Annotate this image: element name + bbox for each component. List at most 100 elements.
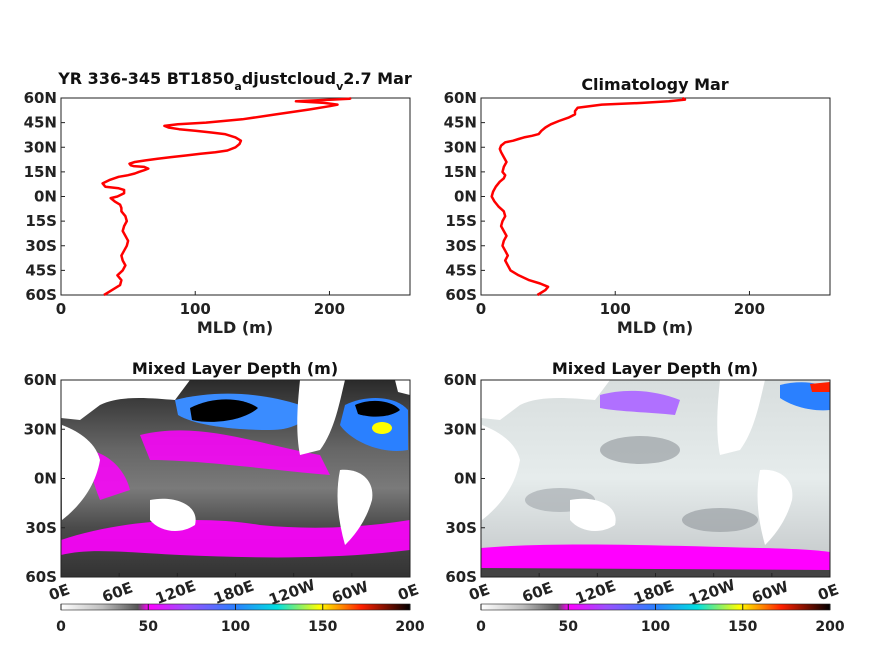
panel-1-title: YR 336-345 BT1850adjustcloudv2.7 Mar — [57, 69, 412, 93]
map-1-land-south-america — [337, 469, 373, 545]
map-2-y-tick-label: 60S — [445, 568, 477, 586]
map-1-land-africa — [62, 425, 100, 520]
panel-1-mld-line — [101, 96, 352, 297]
panel-1-x-tick-label: 0 — [56, 300, 66, 318]
panel-1-y-ticks: 60N 45N 30N 15N 0N 15S 30S 45S 60S — [24, 89, 65, 304]
map-2-grey-patch-a — [600, 436, 680, 464]
map-1-x-tick-label: 0E — [395, 580, 421, 604]
panel-model-mld-profile: YR 336-345 BT1850adjustcloudv2.7 Mar 60N… — [24, 69, 412, 337]
panel-2-x-tick-label: 200 — [734, 300, 765, 318]
colorbar-1-ticks: 0 50 100 150 200 — [56, 604, 425, 635]
panel-1-title-tail: 2.7 Mar — [343, 69, 412, 88]
map-1-y-tick-label: 60N — [24, 371, 57, 389]
panel-2-y-tick-label: 60S — [445, 286, 477, 304]
map-1-tropical-band — [140, 430, 330, 475]
map-2-x-tick-label: 0E — [466, 580, 492, 604]
map-1-north-pacific-deep — [190, 399, 258, 422]
map-1-y-tick-label: 30S — [25, 519, 57, 537]
panel-1-title-main: YR 336-345 BT1850 — [57, 69, 234, 88]
map-2-land-north-america — [717, 380, 765, 455]
panel-1-x-tick-label: 200 — [314, 300, 345, 318]
map-2-y-tick-label: 0N — [454, 470, 477, 488]
map-1-y-tick-label: 30N — [24, 420, 57, 438]
panel-2-y-tick-label: 60N — [444, 89, 477, 107]
map-1-y-tick-label: 60S — [25, 568, 57, 586]
panel-2-y-tick-label: 30S — [445, 237, 477, 255]
colorbar-2-ticks: 0 50 100 150 200 — [476, 604, 845, 635]
map-2-x-tick-label: 60E — [520, 579, 555, 607]
map-2-field — [481, 380, 830, 577]
panel-2-y-tick-label: 45S — [445, 261, 477, 279]
panel-2-y-tick-label: 45N — [444, 114, 477, 132]
panel-2-series — [490, 96, 687, 297]
map-1-x-tick-label: 0E — [46, 580, 72, 604]
map-1-land-eurasia — [61, 380, 190, 420]
panel-1-series — [101, 96, 352, 297]
map-1-colorbar-tick-label: 100 — [221, 619, 250, 635]
map-2-y-tick-label: 30S — [445, 519, 477, 537]
map-1-land-greenland — [395, 380, 410, 395]
map-1-x-ticks: 0E 60E 120E 180E 120W 60W 0E — [46, 573, 421, 609]
panel-2-y-tick-label: 15S — [445, 212, 477, 230]
panel-3-title: Mixed Layer Depth (m) — [132, 359, 338, 378]
panel-1-y-tick-label: 45N — [24, 114, 57, 132]
map-2-land-africa — [482, 425, 520, 520]
panel-2-x-tick-label: 100 — [600, 300, 631, 318]
map-1-indian-band — [89, 450, 130, 500]
map-2-y-tick-label: 60N — [444, 371, 477, 389]
panel-2-x-tick-label: 0 — [476, 300, 486, 318]
panel-1-y-tick-label: 0N — [34, 188, 57, 206]
map-2-x-tick-label: 120E — [573, 577, 618, 608]
map-1-x-tick-label: 60W — [329, 577, 371, 607]
panel-1-x-axis-label: MLD (m) — [197, 318, 273, 337]
panel-1-y-tick-label: 60S — [25, 286, 57, 304]
panel-2-x-axis-label: MLD (m) — [617, 318, 693, 337]
panel-2-title: Climatology Mar — [581, 75, 728, 94]
map-1-colorbar-tick-label: 150 — [308, 619, 337, 635]
map-1-north-atlantic-deep — [355, 400, 400, 417]
panel-1-y-tick-label: 30N — [24, 138, 57, 156]
map-2-x-ticks: 0E 60E 120E 180E 120W 60W 0E — [466, 573, 841, 609]
map-2-x-tick-label: 0E — [815, 580, 841, 604]
map-2-x-tick-label: 180E — [631, 577, 676, 608]
map-1-x-tick-label: 180E — [211, 577, 256, 608]
panel-2-y-tick-label: 0N — [454, 188, 477, 206]
map-1-land-australia — [150, 498, 196, 532]
map-2-north-pacific-purple — [600, 390, 680, 415]
panel-1-y-tick-label: 30S — [25, 237, 57, 255]
panel-1-y-tick-label: 15N — [24, 163, 57, 181]
map-2-colorbar-tick-label: 50 — [559, 619, 579, 635]
panel-1-y-tick-label: 15S — [25, 212, 57, 230]
map-1-y-ticks: 60N 30N 0N 30S 60S — [24, 371, 65, 586]
panel-2-plot-area — [480, 97, 831, 296]
map-2-north-atlantic-red — [810, 382, 830, 392]
map-1-land-north-america — [297, 380, 345, 455]
map-2-southern-edge — [481, 568, 830, 577]
panel-2-y-ticks: 60N 45N 30N 15N 0N 15S 30S 45S 60S — [444, 89, 485, 304]
map-2-land-south-america — [757, 469, 793, 545]
panel-1-y-tick-label: 45S — [25, 261, 57, 279]
panel-1-y-tick-label: 60N — [24, 89, 57, 107]
map-2-y-tick-label: 30N — [444, 420, 477, 438]
map-1-colorbar-tick-label: 200 — [395, 619, 424, 635]
panel-2-mld-line — [490, 96, 687, 297]
map-1-x-tick-label: 120E — [153, 577, 198, 608]
map-2-colorbar-tick-label: 100 — [641, 619, 670, 635]
map-1-field — [61, 380, 410, 577]
map-1-colorbar-tick-label: 0 — [56, 619, 66, 635]
panel-climatology-mld-profile: Climatology Mar 60N45N30N15N0N15S30S45S6… — [444, 75, 831, 337]
map-1-x-tick-label: 60E — [100, 579, 135, 607]
panel-1-title-sub1: a — [234, 80, 241, 93]
map-1-y-tick-label: 0N — [34, 470, 57, 488]
map-2-colorbar-tick-label: 150 — [728, 619, 757, 635]
map-2-colorbar-tick-label: 0 — [476, 619, 486, 635]
panel-1-x-ticks: 0 100 200 — [56, 291, 345, 318]
map-1-atlantic-yellow — [372, 422, 392, 434]
map-2-colorbar-tick-label: 200 — [815, 619, 844, 635]
panel-1-x-tick-label: 100 — [180, 300, 211, 318]
panel-2-y-tick-label: 30N — [444, 138, 477, 156]
panel-1-title-mid: djustcloud — [242, 69, 336, 88]
